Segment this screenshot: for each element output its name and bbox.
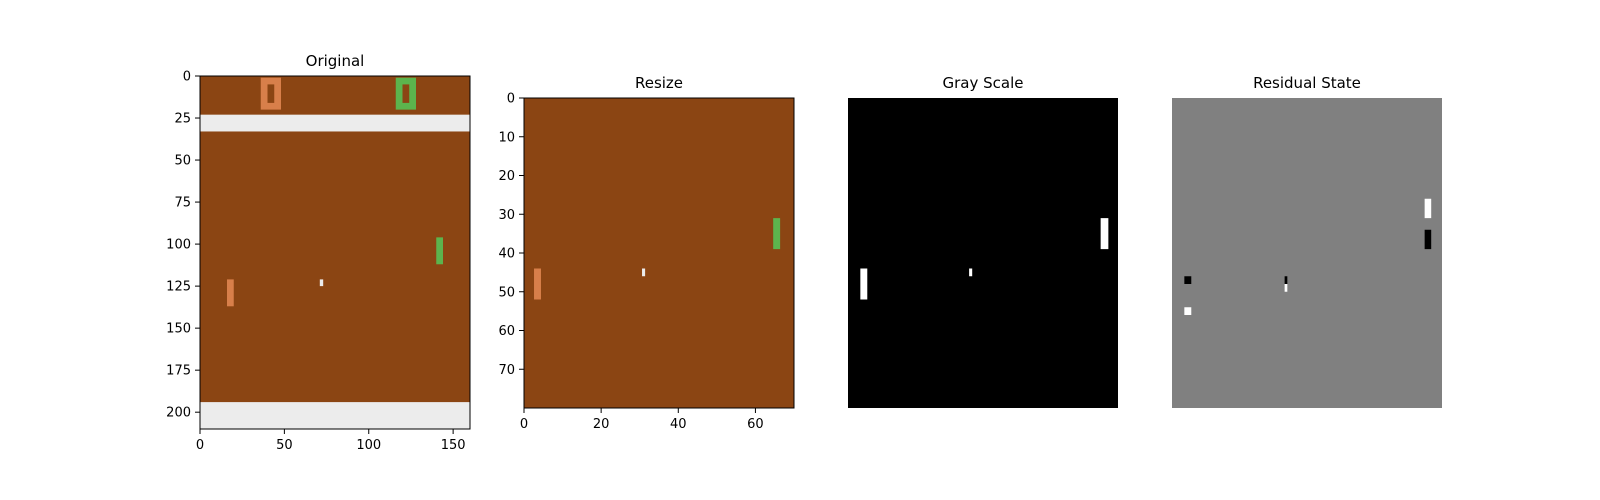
- y-tick-label: 0: [183, 70, 191, 85]
- axes-frame: [199, 75, 471, 430]
- x-tick-label: 0: [196, 438, 204, 453]
- image-background: [200, 76, 470, 429]
- bottom-wall: [200, 402, 470, 429]
- panel-title: Residual State: [1253, 74, 1361, 92]
- x-tick-label: 20: [593, 417, 610, 432]
- x-tick-label: 50: [276, 438, 293, 453]
- ball: [969, 268, 973, 277]
- y-tick-label: 25: [174, 112, 191, 127]
- y-tick-label: 70: [498, 363, 515, 378]
- score-left-inner: [267, 84, 275, 103]
- x-tick-label: 150: [441, 438, 466, 453]
- panel-2: Resize 0 20 40 60 0 10 20 30 40 50 60 70: [498, 74, 795, 432]
- x-tick-label: 60: [747, 417, 764, 432]
- panel-title: Original: [306, 52, 365, 70]
- panel-4: Residual State: [1172, 74, 1442, 408]
- paddle-orange: [534, 268, 541, 300]
- panel-title: Gray Scale: [943, 74, 1024, 92]
- ball-old: [1284, 276, 1288, 284]
- ball-new: [1284, 284, 1288, 292]
- y-tick-label: 175: [166, 364, 191, 379]
- paddle-left-new: [1184, 307, 1192, 315]
- paddle-right: [1100, 218, 1109, 250]
- y-tick-label: 50: [498, 285, 515, 300]
- paddle-orange: [227, 279, 234, 307]
- paddle-green: [773, 218, 781, 250]
- y-tick-label: 10: [498, 130, 515, 145]
- score-right-inner: [402, 84, 410, 103]
- paddle-green: [436, 237, 443, 265]
- y-tick-label: 75: [174, 196, 191, 211]
- y-tick-label: 100: [166, 238, 191, 253]
- y-tick-label: 200: [166, 406, 191, 421]
- ball: [642, 268, 646, 277]
- paddle-left: [860, 268, 868, 300]
- x-tick-label: 0: [520, 417, 528, 432]
- panel-title: Resize: [635, 74, 683, 92]
- paddle-left-old: [1184, 276, 1192, 284]
- y-tick-label: 0: [507, 92, 515, 107]
- paddle-right-old: [1424, 229, 1432, 250]
- paddle-right-new: [1424, 198, 1432, 219]
- image-background: [848, 98, 1118, 408]
- y-tick-label: 150: [166, 322, 191, 337]
- y-tick-label: 50: [174, 154, 191, 169]
- y-tick-label: 125: [166, 280, 191, 295]
- y-tick-label: 30: [498, 208, 515, 223]
- panel-1: Original 0 50 100 150 0 25 50 75 100 125 150 175 200: [166, 52, 471, 453]
- y-tick-label: 40: [498, 247, 515, 262]
- top-wall: [200, 114, 470, 132]
- y-tick-label: 20: [498, 169, 515, 184]
- panel-3: Gray Scale: [848, 74, 1118, 408]
- image-background: [1172, 98, 1442, 408]
- image-background: [524, 98, 794, 408]
- ball: [319, 279, 324, 287]
- x-tick-label: 40: [670, 417, 687, 432]
- y-tick-label: 60: [498, 324, 515, 339]
- x-tick-label: 100: [356, 438, 381, 453]
